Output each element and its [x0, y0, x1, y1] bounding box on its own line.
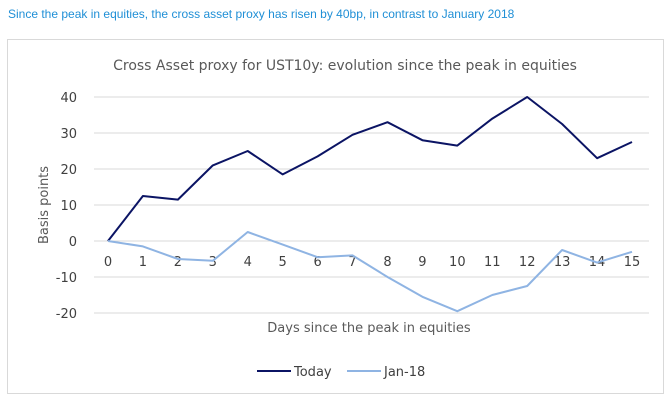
series-lines: [107, 96, 633, 313]
x-tick-label: 12: [519, 255, 536, 270]
x-tick-label: 13: [554, 255, 571, 270]
x-axis-label: Days since the peak in equities: [267, 321, 471, 336]
x-tick-label: 4: [244, 255, 252, 270]
y-axis-label: Basis points: [37, 166, 52, 244]
x-tick-label: 9: [418, 255, 426, 270]
y-tick-label: 0: [69, 235, 77, 250]
y-tick-label: 20: [60, 163, 77, 178]
series-line-today: [107, 96, 633, 242]
x-tick-label: 7: [348, 255, 356, 270]
gridlines: [94, 96, 649, 314]
y-tick-label: -10: [56, 271, 77, 286]
line-chart: Cross Asset proxy for UST10y: evolution …: [37, 58, 649, 380]
x-tick-label: 5: [279, 255, 287, 270]
x-tick-label: 15: [624, 255, 641, 270]
chart-container: Cross Asset proxy for UST10y: evolution …: [7, 39, 664, 394]
x-tick-label: 0: [104, 255, 112, 270]
x-tick-label: 6: [313, 255, 321, 270]
y-axis-ticks: -20 -10 0 10 20 30 40: [56, 91, 77, 322]
y-tick-label: 40: [60, 91, 77, 106]
x-tick-label: 8: [383, 255, 391, 270]
x-tick-label: 3: [209, 255, 217, 270]
y-tick-label: 30: [60, 127, 77, 142]
y-tick-label: -20: [56, 307, 77, 322]
legend-label-today: Today: [293, 365, 332, 380]
y-tick-label: 10: [60, 199, 77, 214]
chart-title: Cross Asset proxy for UST10y: evolution …: [113, 58, 577, 74]
x-tick-label: 10: [449, 255, 466, 270]
series-line-jan-18: [107, 231, 633, 313]
x-tick-label: 11: [484, 255, 501, 270]
chart-legend: Today Jan-18: [257, 365, 425, 380]
x-tick-label: 2: [174, 255, 182, 270]
x-axis-ticks: 0 1 2 3 4 5 6 7 8 9 10 11 12 13 14 15: [104, 255, 640, 270]
legend-label-jan-18: Jan-18: [383, 365, 425, 380]
page-headline: Since the peak in equities, the cross as…: [8, 7, 515, 21]
x-tick-label: 1: [139, 255, 147, 270]
